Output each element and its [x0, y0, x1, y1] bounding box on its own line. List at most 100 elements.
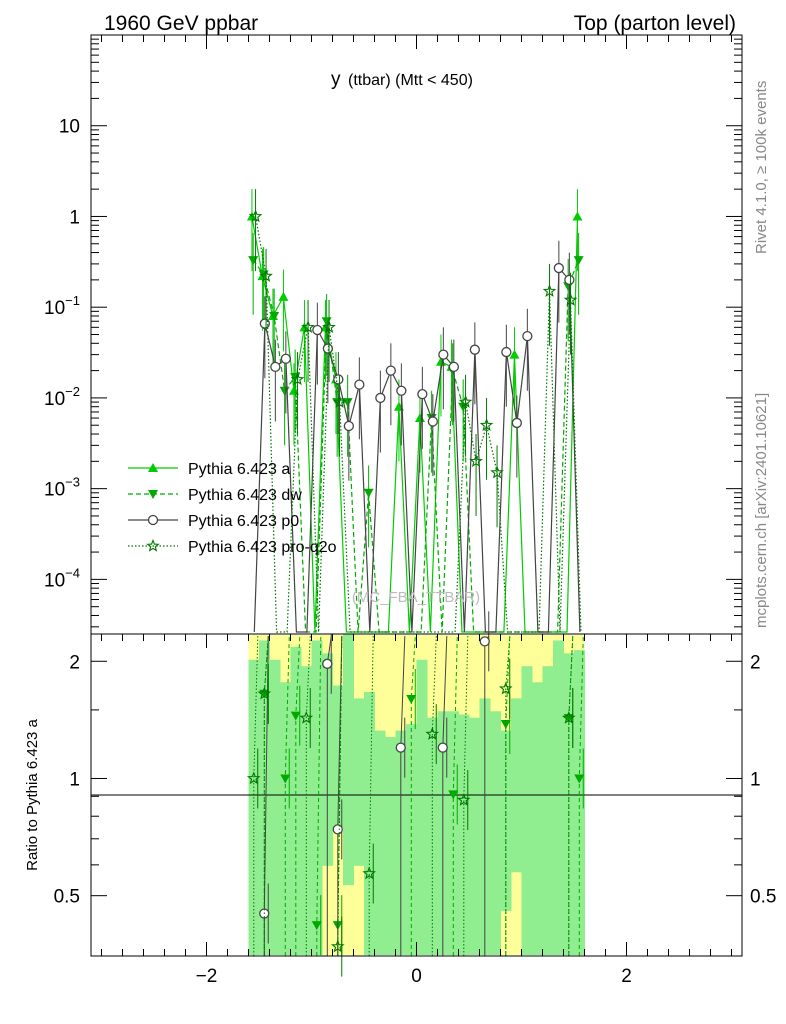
ratio-y-tick-label-right: 0.5 [750, 887, 776, 908]
data-point-proq2o [490, 465, 504, 479]
ratio-band-green [521, 666, 533, 955]
y-tick-label: 10−4 [44, 565, 80, 591]
data-point-p0 [564, 274, 575, 286]
legend-marker [148, 490, 158, 499]
x-tick-label: 0 [411, 966, 422, 987]
data-point-proq2o [290, 372, 305, 386]
ratio-point-dw [290, 711, 301, 721]
ratio-y-tick-label: 2 [69, 652, 80, 673]
series-line-dw [252, 259, 580, 633]
main-y-ticks: 10 1 10−1 10−2 10−3 10−4 [44, 38, 742, 628]
ratio-point-dw [280, 774, 291, 784]
ratio-ylabel: Ratio to Pythia 6.423 a [24, 718, 41, 870]
y-tick-exponent: −2 [65, 384, 80, 399]
x-tick-label: −2 [196, 966, 218, 987]
series-dw [248, 232, 584, 633]
ratio-band-green [542, 666, 554, 955]
ratio-band-green [374, 730, 386, 955]
ratio-band-green [280, 682, 291, 955]
data-point-p0 [270, 361, 281, 372]
y-tick-label: 1 [69, 207, 80, 228]
data-point-p0 [333, 374, 344, 385]
ratio-band-green [490, 711, 501, 955]
chart-title-sub: (ttbar) (Mtt < 450) [348, 72, 473, 89]
data-point-proq2o [563, 292, 578, 306]
data-point-dw [248, 256, 259, 266]
data-point-dw [573, 256, 584, 266]
legend-label: Pythia 6.423 p0 [188, 513, 299, 530]
data-point-p0 [280, 353, 292, 364]
ratio-point-proq2o [561, 710, 576, 724]
ratio-y-ticks: 2 2 1 1 0.5 0.5 [54, 652, 777, 907]
series-line-proq2o [255, 216, 582, 633]
series-line-p0 [253, 266, 581, 633]
data-point-p0 [343, 420, 355, 432]
ratio-band-green [301, 666, 312, 955]
data-point-p0 [396, 385, 407, 396]
ratio-band-green [269, 659, 281, 955]
ratio-band-green [469, 717, 480, 955]
data-point-p0 [469, 344, 481, 355]
data-point-p0 [385, 365, 397, 376]
data-point-p0 [354, 379, 365, 390]
ratio-band-green [311, 640, 323, 955]
main-panel: 10 1 10−1 10−2 10−3 10−4 y (ttbar) (Mtt < 450… [44, 34, 743, 635]
x-ticks: −2 0 2 [101, 35, 732, 987]
data-point-a [572, 211, 583, 221]
ratio-point-p0 [322, 658, 333, 669]
ratio-line-proq2o [253, 635, 574, 956]
data-point-a [509, 349, 520, 359]
data-point-p0 [259, 318, 271, 329]
ratio-band-green [248, 659, 260, 955]
legend-marker [146, 538, 160, 552]
ratio-point-proq2o [425, 726, 440, 740]
ratio-point-dw [406, 695, 417, 705]
ratio-point-proq2o [299, 710, 314, 724]
legend-label: Pythia 6.423 dw [188, 487, 302, 504]
y-tick-label: 10 [59, 117, 80, 138]
series-p0 [253, 240, 581, 633]
ratio-point-proq2o [456, 792, 471, 806]
ratio-point-p0 [437, 742, 448, 753]
main-content [246, 189, 584, 633]
legend-label: Pythia 6.423 pro-q2o [188, 539, 337, 556]
ratio-point-proq2o [498, 681, 513, 695]
legend: Pythia 6.423 a Pythia 6.423 dw Pythia 6.42… [128, 461, 337, 556]
data-point-p0 [553, 262, 564, 274]
y-tick-exponent: −4 [65, 565, 80, 580]
ratio-band-green [385, 737, 396, 955]
ratio-point-p0 [395, 742, 406, 753]
legend-marker [147, 514, 159, 526]
data-point-proq2o [542, 284, 557, 297]
data-point-p0 [438, 349, 449, 360]
ratio-band-green [458, 714, 470, 955]
y-tick-exponent: −1 [65, 293, 80, 308]
ratio-band-green [511, 698, 522, 873]
ratio-band-green [406, 724, 417, 955]
ratio-point-proq2o [362, 866, 377, 880]
data-point-p0 [417, 389, 428, 400]
x-tick-label: 2 [621, 966, 632, 987]
ratio-band-green [343, 634, 354, 886]
rivet-label: Rivet 4.1.0, ≥ 100k events [753, 81, 770, 254]
data-point-proq2o [479, 418, 494, 432]
series-proq2o [248, 189, 582, 633]
ratio-point-proq2o [257, 686, 272, 700]
y-tick-label: 10−3 [44, 475, 80, 501]
ratio-point-proq2o [246, 771, 261, 785]
legend-marker [148, 463, 158, 472]
data-point-p0 [522, 330, 533, 342]
data-point-p0 [448, 361, 460, 372]
data-point-p0 [427, 416, 439, 427]
ratio-band-green [416, 659, 428, 955]
data-point-proq2o [259, 268, 273, 282]
ratio-y-tick-label: 0.5 [54, 887, 80, 908]
ratio-point-proq2o [330, 939, 345, 953]
series-line-a [251, 216, 579, 633]
y-tick-label: 10−2 [44, 384, 80, 410]
data-point-a [288, 385, 299, 395]
data-point-a [414, 413, 425, 423]
data-point-p0 [312, 324, 323, 336]
ratio-y-tick-label-right: 1 [750, 769, 761, 790]
